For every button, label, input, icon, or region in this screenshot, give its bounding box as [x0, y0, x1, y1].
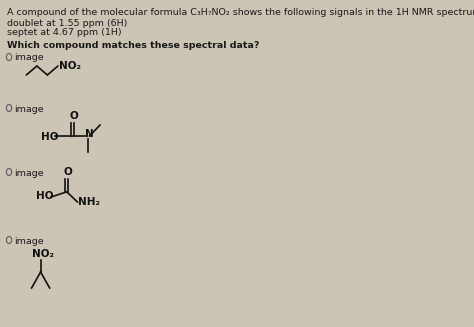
Text: O: O	[69, 111, 78, 121]
Text: image: image	[14, 105, 44, 113]
Text: HO: HO	[36, 191, 54, 201]
Text: image: image	[14, 236, 44, 246]
Text: NO₂: NO₂	[59, 61, 81, 71]
Text: N: N	[85, 129, 94, 139]
Text: image: image	[14, 168, 44, 178]
Text: image: image	[14, 54, 44, 62]
Text: doublet at 1.55 ppm (6H): doublet at 1.55 ppm (6H)	[7, 19, 127, 28]
Text: septet at 4.67 ppm (1H): septet at 4.67 ppm (1H)	[7, 28, 121, 37]
Text: A compound of the molecular formula C₃H₇NO₂ shows the following signals in the 1: A compound of the molecular formula C₃H₇…	[7, 8, 474, 17]
Text: NH₂: NH₂	[78, 197, 100, 207]
Text: Which compound matches these spectral data?: Which compound matches these spectral da…	[7, 41, 259, 50]
Text: O: O	[64, 167, 73, 177]
Text: NO₂: NO₂	[32, 249, 54, 259]
Text: HO: HO	[41, 132, 59, 142]
